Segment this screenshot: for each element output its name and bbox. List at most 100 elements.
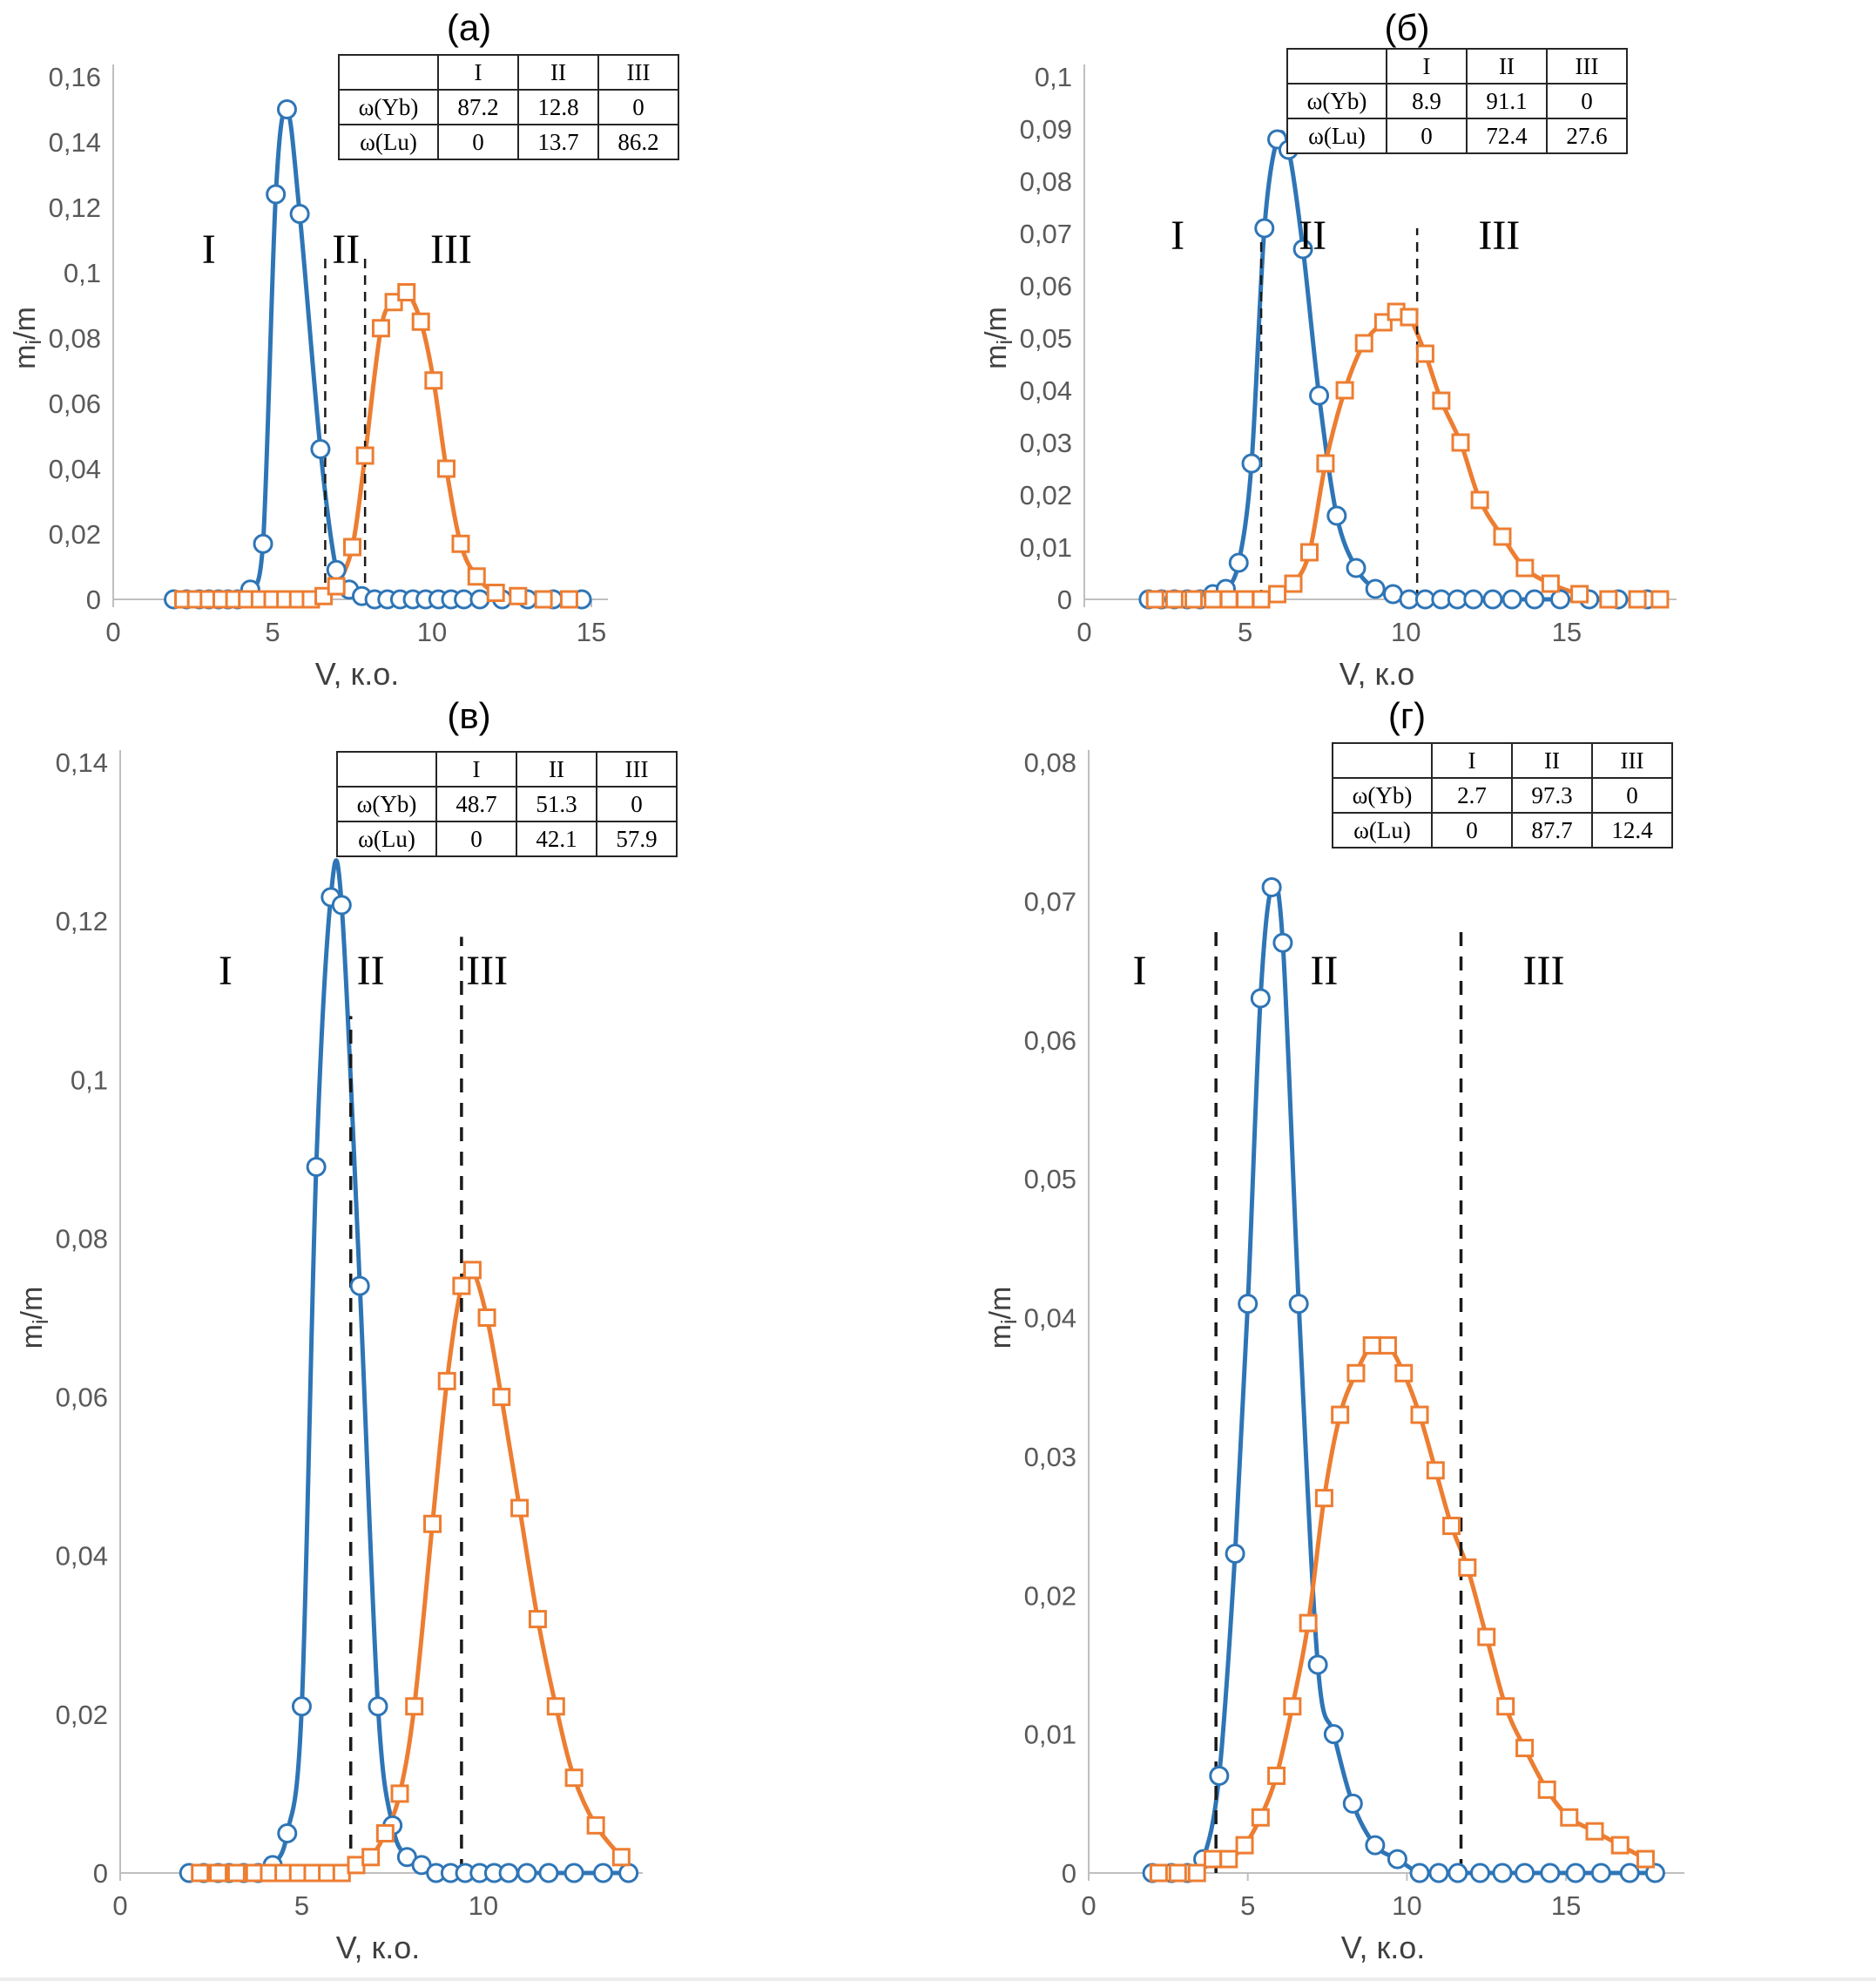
marker-square-Lu (611, 1848, 631, 1867)
chart-title-g: (г) (1387, 695, 1427, 736)
y-tick-label: 0 (93, 1858, 108, 1889)
table-value-cell: 12.4 (1591, 812, 1673, 849)
marker-circle-Yb (1254, 218, 1275, 239)
marker-square-Lu (586, 1815, 605, 1835)
chart-v: 0 0,02 0,04 0,06 0,08 0,1 0,12 0,14 0 5 10 mi/m V, к… (16, 747, 643, 1965)
table-value-cell: 72.4 (1466, 118, 1548, 154)
table-col-header: III (597, 54, 679, 91)
marker-square-Lu (546, 1697, 565, 1716)
marker-square-Lu (1570, 585, 1589, 604)
marker-square-Lu (1451, 433, 1470, 452)
marker-circle-Yb (563, 1863, 584, 1883)
series-line-Lu (1152, 308, 1663, 602)
x-tick-label: 5 (294, 1890, 309, 1921)
marker-square-Lu (1362, 1335, 1381, 1355)
chart-a: 0 0,02 0,04 0,06 0,08 0,1 0,12 0,14 0,16 0 5 10 15 mi… (9, 62, 608, 688)
series-line-Lu (198, 1265, 624, 1876)
marker-square-Lu (1394, 1363, 1414, 1383)
series-line-Yb (1146, 130, 1650, 602)
x-axis-title: V, к.о. (1341, 1930, 1426, 1965)
marker-square-Lu (1316, 454, 1335, 473)
marker-circle-Yb (469, 589, 490, 610)
table-row-label: ω(Lu) (1332, 812, 1433, 849)
marker-circle-Yb (1309, 385, 1330, 406)
table-value-cell: 97.3 (1511, 777, 1593, 814)
table-col-header: II (517, 54, 599, 91)
marker-square-Lu (477, 1308, 496, 1327)
x-tick-label: 10 (469, 1890, 498, 1921)
marker-circle-Yb (1261, 876, 1282, 897)
marker-square-Lu (1628, 590, 1647, 609)
marker-circle-Yb (277, 1822, 298, 1843)
composition-table-v: I II III ω(Yb) 48.7 51.3 0 ω(Lu) 0 42.1 57.9 (336, 751, 678, 857)
marker-square-Lu (1187, 1863, 1206, 1883)
table-value-cell: 87.7 (1511, 812, 1593, 849)
table-col-header: III (596, 751, 678, 788)
marker-square-Lu (534, 590, 553, 609)
marker-circle-Yb (1482, 589, 1503, 610)
zone-label-I: I (1132, 948, 1146, 994)
table-col-header: I (1431, 742, 1513, 779)
marker-square-Lu (1415, 344, 1434, 363)
chart-g: 0 0,01 0,02 0,03 0,04 0,05 0,06 0,07 0,08 0 5 10 15 m… (984, 747, 1684, 1965)
y-tick-label: 0,07 (1024, 886, 1076, 916)
marker-square-Lu (191, 1863, 210, 1883)
marker-square-Lu (1354, 334, 1373, 353)
marker-circle-Yb (618, 1863, 639, 1883)
table-col-header: II (1511, 742, 1593, 779)
marker-circle-Yb (1447, 1863, 1468, 1883)
y-tick-label: 0,1 (64, 258, 101, 288)
panel-a: 0 0,02 0,04 0,06 0,08 0,1 0,12 0,14 0,16 0 5 10 15 mi… (0, 0, 938, 688)
x-tick-label: 10 (417, 617, 447, 647)
marker-circle-Yb (1428, 1863, 1449, 1883)
marker-square-Lu (1299, 543, 1319, 562)
marker-square-Lu (327, 577, 346, 596)
y-tick-label: 0,12 (56, 906, 108, 936)
marker-circle-Yb (1323, 1724, 1344, 1745)
marker-square-Lu (1331, 1405, 1350, 1424)
y-tick-label: 0,12 (49, 193, 101, 223)
marker-square-Lu (1650, 590, 1670, 609)
y-tick-label: 0,06 (56, 1383, 108, 1413)
marker-square-Lu (1410, 1405, 1429, 1424)
marker-square-Lu (423, 1514, 442, 1533)
marker-square-Lu (1204, 590, 1223, 609)
marker-square-Lu (1426, 1461, 1445, 1480)
marker-square-Lu (1149, 1863, 1168, 1883)
table-value-cell: 91.1 (1466, 83, 1548, 119)
marker-circle-Yb (289, 204, 310, 224)
y-tick-label: 0,01 (1020, 532, 1072, 563)
marker-square-Lu (1346, 1363, 1366, 1383)
marker-square-Lu (1268, 585, 1287, 604)
table-value-cell: 12.8 (517, 89, 599, 125)
x-axis-title: V, к.о. (315, 656, 400, 688)
marker-circle-Yb (592, 1863, 613, 1883)
y-axis-title: mi/m (16, 1287, 53, 1349)
marker-square-Lu (1442, 1517, 1461, 1536)
y-tick-label: 0,08 (1024, 747, 1076, 778)
x-tick-label: 0 (1076, 617, 1091, 647)
x-tick-label: 5 (1240, 1890, 1255, 1921)
marker-square-Lu (462, 1261, 482, 1280)
marker-circle-Yb (1515, 1863, 1535, 1883)
x-tick-label: 15 (1551, 1890, 1581, 1921)
zone-label-II: II (357, 948, 385, 994)
marker-square-Lu (226, 1863, 246, 1883)
marker-circle-Yb (1463, 589, 1484, 610)
x-tick-label: 15 (577, 617, 606, 647)
marker-circle-Yb (538, 1863, 559, 1883)
marker-square-Lu (1283, 1697, 1302, 1716)
marker-square-Lu (1378, 1335, 1397, 1355)
marker-square-Lu (437, 1371, 456, 1390)
fraction-table: I II III ω(Yb) 87.2 12.8 0 ω(Lu) 0 13.7 86.2 (338, 54, 679, 160)
table-row-label: ω(Yb) (1332, 777, 1433, 814)
composition-table-b: I II III ω(Yb) 8.9 91.1 0 ω(Lu) 0 72.4 27.6 (1286, 48, 1628, 154)
table-value-cell: 57.9 (596, 821, 678, 857)
table-row-label: ω(Yb) (338, 89, 439, 125)
composition-table-g: I II III ω(Yb) 2.7 97.3 0 ω(Lu) 0 87.7 12.4 (1332, 742, 1673, 849)
table-row-label: ω(Yb) (1286, 83, 1387, 119)
table-value-cell: 48.7 (435, 786, 517, 822)
marker-circle-Yb (1549, 589, 1570, 610)
zone-label-II: II (332, 226, 360, 273)
y-tick-label: 0,01 (1024, 1720, 1076, 1750)
